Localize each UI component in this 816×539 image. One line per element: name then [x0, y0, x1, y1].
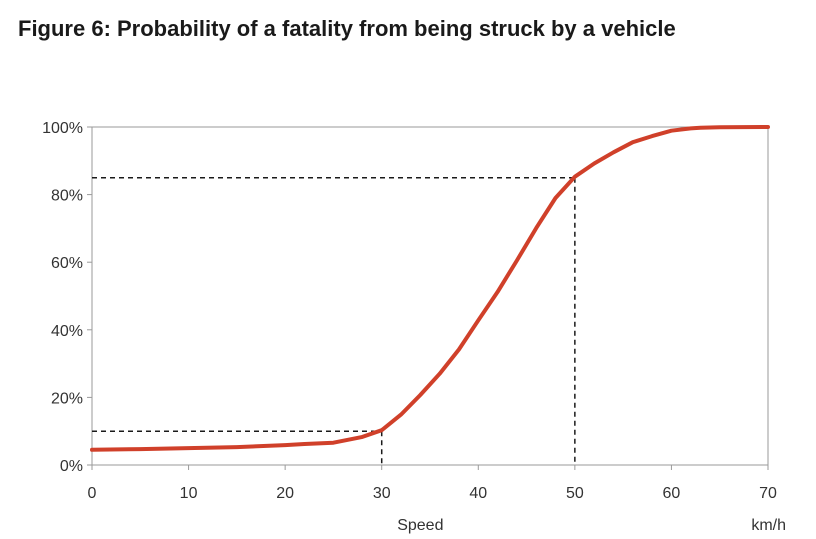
y-tick-label: 0% [60, 458, 83, 475]
x-tick-label: 60 [663, 485, 681, 502]
y-tick-label: 20% [51, 390, 83, 407]
reference-lines [92, 176, 576, 465]
y-tick-label: 60% [51, 255, 83, 272]
x-tick-label: 10 [180, 485, 198, 502]
x-tick-label: 30 [373, 485, 391, 502]
y-tick-label: 100% [42, 120, 83, 137]
series-line [90, 125, 770, 452]
series-layer [90, 125, 770, 452]
chart-title: Figure 6: Probability of a fatality from… [18, 16, 676, 41]
x-tick-label: 40 [469, 485, 487, 502]
y-tick-label: 80% [51, 188, 83, 205]
x-tick-label: 0 [88, 485, 97, 502]
axis-labels: 0% 20% 40% 60% 80% 100% 0 10 20 30 40 50 60 70 Speed km… [42, 120, 786, 534]
y-tick-label: 40% [51, 323, 83, 340]
x-tick-label: 20 [276, 485, 294, 502]
x-axis-label: Speed [397, 517, 443, 534]
x-tick-label: 70 [759, 485, 777, 502]
axes [87, 126, 769, 470]
x-tick-label: 50 [566, 485, 584, 502]
x-axis-unit: km/h [751, 517, 786, 534]
